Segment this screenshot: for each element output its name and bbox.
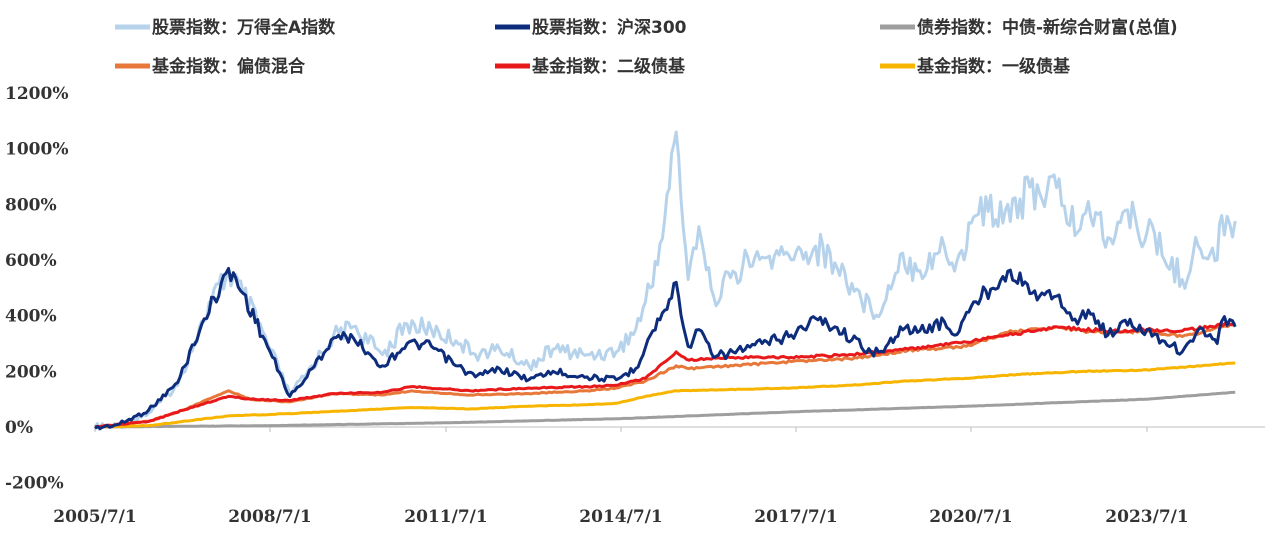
y-tick-label: 600% — [5, 251, 57, 271]
y-axis: -200% 0% 200% 400% 600% 800% 1000% 1200% — [5, 84, 68, 494]
legend-label: 基金指数：二级债基 — [531, 56, 686, 77]
y-tick-label: -200% — [5, 474, 64, 494]
y-tick-label: 200% — [5, 362, 57, 382]
legend-label: 债券指数：中债-新综合财富(总值) — [917, 17, 1178, 38]
x-tick-label: 2023/7/1 — [1105, 507, 1188, 527]
x-axis: 2005/7/1 2008/7/1 2011/7/1 2014/7/1 2017/7/1… — [53, 427, 1265, 527]
legend-label: 基金指数：偏债混合 — [151, 56, 306, 77]
x-tick-label: 2011/7/1 — [404, 507, 487, 527]
series-line — [95, 268, 1235, 428]
x-tick-label: 2014/7/1 — [579, 507, 662, 527]
y-tick-label: 400% — [5, 307, 57, 327]
legend-label: 股票指数：沪深300 — [532, 17, 687, 38]
x-tick-label: 2008/7/1 — [228, 507, 311, 527]
y-tick-label: 800% — [5, 195, 57, 215]
x-tick-label: 2017/7/1 — [754, 507, 837, 527]
legend-label: 股票指数：万得全A指数 — [152, 17, 336, 38]
y-tick-label: 1200% — [5, 84, 68, 104]
x-tick-label: 2020/7/1 — [929, 507, 1012, 527]
y-tick-label: 1000% — [5, 140, 68, 160]
series-line — [95, 392, 1235, 427]
legend-label: 基金指数：一级债基 — [916, 56, 1071, 77]
y-tick-label: 0% — [5, 418, 33, 438]
series-layer — [95, 132, 1235, 430]
x-tick-label: 2005/7/1 — [53, 507, 136, 527]
legend: 股票指数：万得全A指数 股票指数：沪深300 债券指数：中债-新综合财富(总值) 基金… — [115, 17, 1178, 77]
series-line — [95, 132, 1235, 430]
